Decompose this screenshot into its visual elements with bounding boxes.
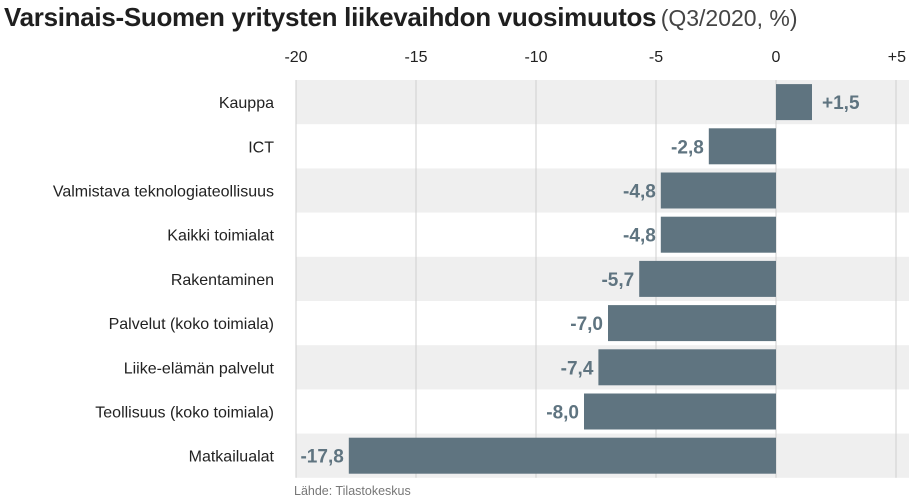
x-tick-label: -5 bbox=[649, 49, 663, 66]
category-label: ICT bbox=[248, 139, 274, 156]
bar bbox=[708, 128, 776, 165]
bar bbox=[348, 437, 776, 474]
bars bbox=[348, 84, 812, 474]
x-axis-ticks: -20 -15 -10 -5 0 +5 bbox=[284, 49, 906, 66]
bar bbox=[608, 305, 776, 342]
source-note: Lähde: Tilastokeskus bbox=[294, 484, 411, 498]
bar bbox=[639, 260, 776, 297]
category-label: Palvelut (koko toimiala) bbox=[109, 316, 274, 333]
x-tick-label: -10 bbox=[524, 49, 547, 66]
category-label: Valmistava teknologiateollisuus bbox=[53, 184, 274, 201]
bar bbox=[598, 349, 776, 386]
value-label: -7,4 bbox=[561, 358, 594, 379]
category-labels: Kauppa ICT Valmistava teknologiateollisuus… bbox=[53, 95, 275, 466]
category-label: Kauppa bbox=[219, 95, 274, 112]
bar bbox=[660, 172, 776, 209]
value-label: -4,8 bbox=[623, 226, 656, 247]
value-label: +1,5 bbox=[822, 93, 860, 114]
row-band bbox=[296, 168, 909, 213]
value-label: -8,0 bbox=[546, 403, 579, 424]
x-tick-label: 0 bbox=[772, 49, 781, 66]
x-tick-label: +5 bbox=[888, 49, 906, 66]
title-main: Varsinais-Suomen yritysten liikevaihdon … bbox=[4, 2, 657, 32]
bar bbox=[660, 216, 776, 253]
chart-title: Varsinais-Suomen yritysten liikevaihdon … bbox=[4, 2, 797, 33]
category-label: Matkailualat bbox=[189, 449, 275, 466]
value-label: -7,0 bbox=[570, 314, 603, 335]
value-label: -2,8 bbox=[671, 137, 704, 158]
value-label: -5,7 bbox=[601, 270, 634, 291]
x-tick-label: -20 bbox=[284, 49, 307, 66]
row-band bbox=[296, 256, 909, 301]
category-label: Kaikki toimialat bbox=[167, 228, 274, 245]
value-label: -17,8 bbox=[300, 447, 343, 468]
title-subtitle: (Q3/2020, %) bbox=[660, 5, 798, 31]
value-labels: +1,5 -2,8 -4,8 -4,8 -5,7 -7,0 -7,4 -8,0 -17,8 bbox=[300, 93, 859, 468]
category-label: Teollisuus (koko toimiala) bbox=[95, 405, 274, 422]
bar bbox=[776, 84, 812, 121]
category-label: Rakentaminen bbox=[171, 272, 274, 289]
bar bbox=[584, 393, 776, 430]
row-band bbox=[296, 80, 909, 125]
x-tick-label: -15 bbox=[404, 49, 427, 66]
value-label: -4,8 bbox=[623, 182, 656, 203]
category-label: Liike-elämän palvelut bbox=[124, 360, 275, 377]
